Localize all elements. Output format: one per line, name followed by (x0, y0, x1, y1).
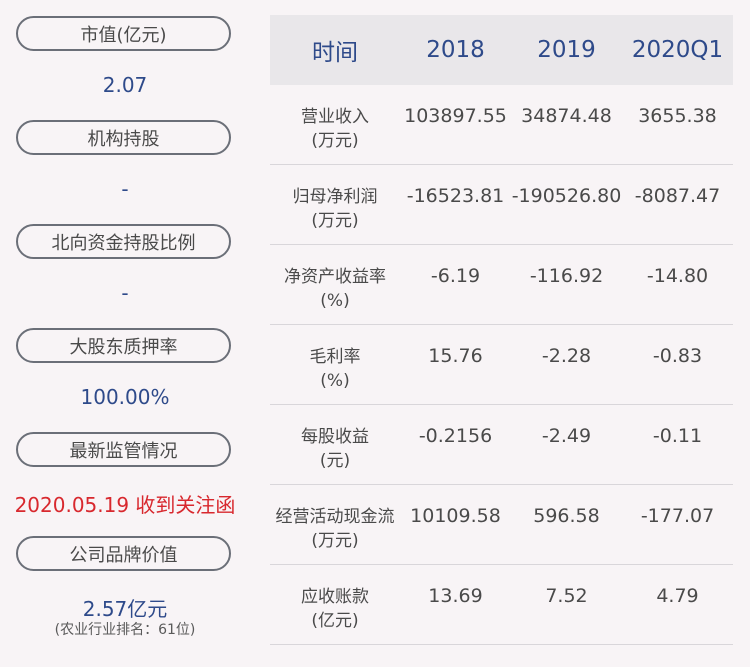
row-label: 应收账款 (亿元) (270, 565, 400, 633)
institutional-holding-label: 机构持股 (16, 120, 231, 155)
cell-2018: -16523.81 (406, 185, 505, 207)
row-name: 应收账款 (301, 587, 369, 607)
row-name: 归母净利润 (292, 187, 378, 207)
cell-2020q1: 3655.38 (638, 105, 717, 127)
regulatory-status-label: 最新监管情况 (16, 432, 231, 467)
row-unit: (万元) (311, 131, 359, 151)
row-name: 经营活动现金流 (275, 507, 395, 527)
row-label: 净资产收益率 (%) (270, 245, 400, 313)
table-row: 每股收益 (元) -0.2156 -2.49 -0.11 (270, 405, 733, 485)
pledge-rate-label: 大股东质押率 (16, 328, 231, 363)
cell-2020q1: 4.79 (656, 585, 699, 607)
header-2020q1: 2020Q1 (631, 37, 724, 63)
row-unit: (元) (319, 451, 351, 471)
cell-2018: 13.69 (428, 585, 483, 607)
financial-table: 时间 2018 2019 2020Q1 营业收入 (万元) 103897.55 … (270, 15, 733, 645)
cell-2019: -2.28 (541, 345, 592, 367)
regulatory-status-value: 2020.05.19 收到关注函 (14, 493, 236, 517)
northbound-ratio-value: - (121, 281, 129, 305)
left-summary-panel: 市值(亿元) 2.07 机构持股 - 北向资金持股比例 - 大股东质押率 100… (0, 0, 250, 667)
brand-value-value: 2.57亿元 (82, 597, 168, 621)
cell-2018: -6.19 (430, 265, 481, 287)
cell-2020q1: -0.11 (652, 425, 703, 447)
table-row: 应收账款 (亿元) 13.69 7.52 4.79 (270, 565, 733, 645)
header-year-2018: 2018 (426, 37, 485, 63)
cell-2018: 103897.55 (404, 105, 507, 127)
northbound-ratio-label: 北向资金持股比例 (16, 224, 231, 259)
brand-value-rank-note: (农业行业排名：61位) (54, 622, 196, 638)
row-name: 净资产收益率 (284, 267, 386, 287)
header-period: 时间 (312, 40, 358, 66)
cell-2019: -116.92 (529, 265, 604, 287)
table-row: 经营活动现金流 (万元) 10109.58 596.58 -177.07 (270, 485, 733, 565)
cell-2019: 7.52 (545, 585, 588, 607)
table-row: 归母净利润 (万元) -16523.81 -190526.80 -8087.47 (270, 165, 733, 245)
table-row: 净资产收益率 (%) -6.19 -116.92 -14.80 (270, 245, 733, 325)
cell-2020q1: -8087.47 (634, 185, 721, 207)
brand-value-label: 公司品牌价值 (16, 536, 231, 571)
market-cap-label: 市值(亿元) (16, 16, 231, 51)
cell-2018: 10109.58 (410, 505, 501, 527)
table-row: 毛利率 (%) 15.76 -2.28 -0.83 (270, 325, 733, 405)
row-unit: (万元) (311, 211, 359, 231)
cell-2019: 34874.48 (521, 105, 612, 127)
row-label: 毛利率 (%) (270, 325, 400, 393)
row-unit: (万元) (311, 531, 359, 551)
market-cap-value: 2.07 (102, 73, 148, 97)
row-unit: (%) (320, 291, 350, 311)
row-name: 毛利率 (309, 347, 361, 367)
cell-2020q1: -14.80 (646, 265, 709, 287)
cell-2019: 596.58 (533, 505, 600, 527)
row-unit: (亿元) (311, 611, 359, 631)
table-header: 时间 2018 2019 2020Q1 (270, 15, 733, 85)
cell-2018: -0.2156 (418, 425, 493, 447)
table-row: 营业收入 (万元) 103897.55 34874.48 3655.38 (270, 85, 733, 165)
row-name: 营业收入 (301, 107, 369, 127)
cell-2020q1: -0.83 (652, 345, 703, 367)
row-label: 营业收入 (万元) (270, 85, 400, 153)
cell-2019: -190526.80 (511, 185, 622, 207)
row-label: 归母净利润 (万元) (270, 165, 400, 233)
institutional-holding-value: - (121, 177, 129, 201)
cell-2020q1: -177.07 (640, 505, 715, 527)
pledge-rate-value: 100.00% (80, 385, 170, 409)
header-year-2019: 2019 (537, 37, 596, 63)
row-unit: (%) (320, 371, 350, 391)
cell-2019: -2.49 (541, 425, 592, 447)
row-label: 每股收益 (元) (270, 405, 400, 473)
row-name: 每股收益 (301, 427, 369, 447)
cell-2018: 15.76 (428, 345, 483, 367)
row-label: 经营活动现金流 (万元) (270, 485, 400, 553)
